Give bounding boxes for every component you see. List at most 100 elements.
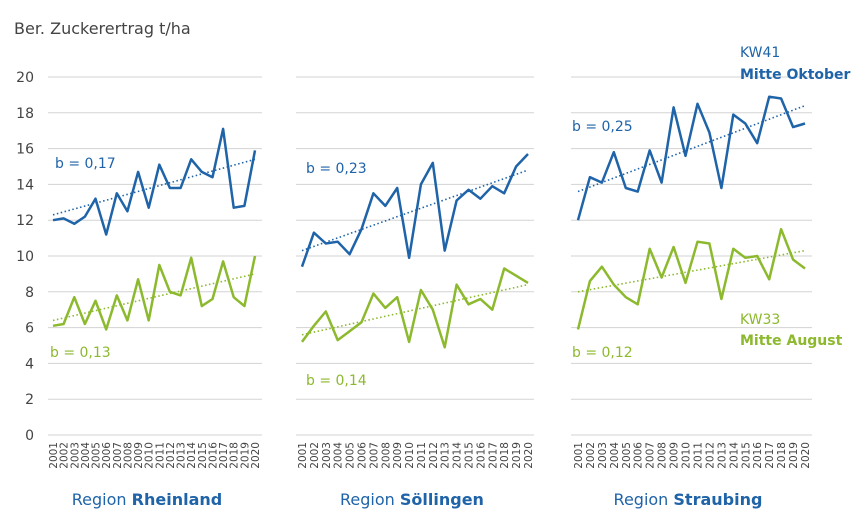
x-tick-label: 2010 xyxy=(404,442,416,469)
series-line-kw33 xyxy=(300,267,529,349)
slope-label-kw33: b = 0,14 xyxy=(306,373,367,389)
x-tick-label: 2007 xyxy=(368,442,380,469)
x-tick-label: 2009 xyxy=(392,442,404,469)
x-tick-label: 2013 xyxy=(176,442,188,469)
trend-line-kw41 xyxy=(577,104,806,193)
x-tick-label: 2001 xyxy=(48,442,60,469)
x-tick-label: 2018 xyxy=(499,442,511,469)
x-tick-label: 2015 xyxy=(464,442,476,469)
region-name: Rheinland xyxy=(132,490,223,509)
x-tick-label: 2009 xyxy=(669,442,681,469)
x-tick-label: 2018 xyxy=(776,442,788,469)
x-tick-label: 2016 xyxy=(475,442,487,469)
x-tick-label: 2016 xyxy=(752,442,764,469)
x-tick-label: 2012 xyxy=(704,442,716,469)
x-axis-ticks: 2001200220032004200520062007200820092010… xyxy=(48,442,812,469)
legend-kw33-code: KW33 xyxy=(740,312,780,328)
region-name: Söllingen xyxy=(400,490,484,509)
series-line-kw41 xyxy=(300,153,529,268)
region-title: Region Rheinland xyxy=(72,490,222,509)
y-tick-label: 0 xyxy=(25,428,34,444)
x-tick-label: 2004 xyxy=(333,442,345,469)
x-tick-label: 2018 xyxy=(229,442,241,469)
x-tick-label: 2003 xyxy=(597,442,609,469)
x-tick-label: 2005 xyxy=(91,442,103,469)
y-tick-label: 20 xyxy=(16,70,34,86)
series-line-kw33 xyxy=(576,227,806,330)
x-tick-label: 2014 xyxy=(728,442,740,469)
x-tick-label: 2014 xyxy=(452,442,464,469)
trend-line-kw33 xyxy=(577,249,806,293)
x-tick-label: 2008 xyxy=(122,442,134,469)
region-title: Region Söllingen xyxy=(340,490,484,509)
region-prefix: Region xyxy=(614,490,674,509)
x-tick-label: 2003 xyxy=(69,442,81,469)
x-tick-label: 2020 xyxy=(523,442,535,469)
region-title: Region Straubing xyxy=(614,490,763,509)
y-tick-label: 6 xyxy=(25,321,34,337)
x-tick-label: 2013 xyxy=(716,442,728,469)
legend: KW41 Mitte Oktober KW33 Mitte August xyxy=(740,45,851,349)
x-tick-label: 2002 xyxy=(309,442,321,469)
y-tick-label: 2 xyxy=(25,392,34,408)
x-tick-label: 2019 xyxy=(239,442,251,469)
slope-label-kw41: b = 0,17 xyxy=(55,156,116,172)
region-prefix: Region xyxy=(72,490,132,509)
x-tick-label: 2011 xyxy=(154,442,166,469)
y-tick-label: 8 xyxy=(25,285,34,301)
x-tick-label: 2017 xyxy=(764,442,776,469)
x-tick-label: 2017 xyxy=(218,442,230,469)
y-tick-label: 4 xyxy=(25,356,34,372)
x-tick-label: 2013 xyxy=(440,442,452,469)
slope-labels: b = 0,17 b = 0,13 b = 0,23 b = 0,14 b = 0,25… xyxy=(50,119,633,389)
x-tick-label: 2012 xyxy=(165,442,177,469)
x-tick-label: 2004 xyxy=(80,442,92,469)
x-tick-label: 2019 xyxy=(511,442,523,469)
x-tick-label: 2001 xyxy=(573,442,585,469)
x-tick-label: 2011 xyxy=(692,442,704,469)
region-titles: Region Rheinland Region Söllingen Region S… xyxy=(72,490,763,509)
x-tick-label: 2017 xyxy=(487,442,499,469)
x-tick-label: 2008 xyxy=(380,442,392,469)
x-tick-label: 2016 xyxy=(207,442,219,469)
slope-label-kw33: b = 0,13 xyxy=(50,345,111,361)
x-tick-label: 2011 xyxy=(416,442,428,469)
y-tick-label: 14 xyxy=(16,177,34,193)
x-tick-label: 2005 xyxy=(345,442,357,469)
x-tick-label: 2019 xyxy=(788,442,800,469)
gridlines xyxy=(48,76,812,436)
x-tick-label: 2006 xyxy=(101,442,113,469)
trend-line-kw33 xyxy=(301,283,529,336)
x-tick-label: 2002 xyxy=(585,442,597,469)
y-axis-ticks: 0 2 4 6 8 10 12 14 16 18 20 xyxy=(16,70,34,444)
slope-label-kw41: b = 0,25 xyxy=(572,119,633,135)
x-tick-label: 2007 xyxy=(112,442,124,469)
slope-label-kw33: b = 0,12 xyxy=(572,345,633,361)
x-tick-label: 2006 xyxy=(633,442,645,469)
x-tick-label: 2010 xyxy=(144,442,156,469)
region-prefix: Region xyxy=(340,490,400,509)
slope-label-kw41: b = 0,23 xyxy=(306,161,367,177)
x-tick-label: 2015 xyxy=(740,442,752,469)
legend-kw33-name: Mitte August xyxy=(740,333,843,349)
x-tick-label: 2014 xyxy=(186,442,198,469)
legend-kw41-code: KW41 xyxy=(740,45,780,61)
x-tick-label: 2010 xyxy=(681,442,693,469)
chart-title: Ber. Zuckerertrag t/ha xyxy=(14,19,191,38)
x-tick-label: 2006 xyxy=(356,442,368,469)
x-tick-label: 2004 xyxy=(609,442,621,469)
trend-line-kw33 xyxy=(52,273,256,322)
series-lines xyxy=(52,95,806,349)
region-name: Straubing xyxy=(673,490,762,509)
legend-kw41-name: Mitte Oktober xyxy=(740,67,851,83)
x-tick-label: 2002 xyxy=(59,442,71,469)
x-tick-label: 2005 xyxy=(621,442,633,469)
y-tick-label: 16 xyxy=(16,142,34,158)
x-tick-label: 2001 xyxy=(297,442,309,469)
x-tick-label: 2009 xyxy=(133,442,145,469)
series-line-kw41 xyxy=(576,95,806,221)
x-tick-label: 2008 xyxy=(657,442,669,469)
x-tick-label: 2012 xyxy=(428,442,440,469)
x-tick-label: 2015 xyxy=(197,442,209,469)
